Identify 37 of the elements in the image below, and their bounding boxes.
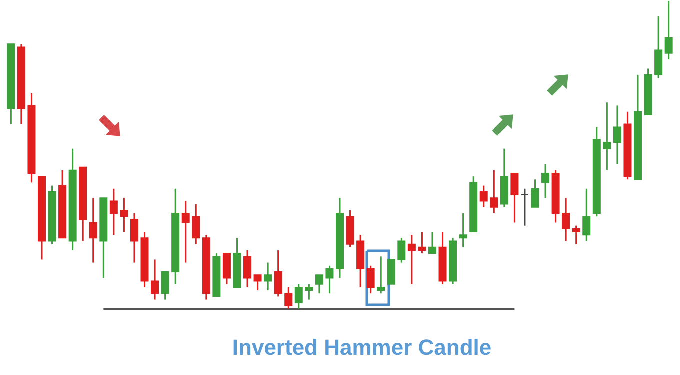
candlestick: [613, 104, 622, 165]
candlestick: [192, 204, 200, 246]
candlestick: [377, 256, 386, 294]
candlestick: [572, 225, 580, 246]
candlestick: [110, 188, 118, 236]
candlestick: [151, 258, 160, 301]
candlestick: [562, 197, 570, 242]
candlestick: [182, 200, 190, 264]
candlestick: [490, 170, 498, 214]
candlestick: [274, 250, 282, 298]
candlestick: [459, 212, 468, 248]
candlestick: [398, 237, 406, 264]
candlestick: [582, 188, 591, 242]
candlestick: [366, 265, 375, 294]
candlestick: [603, 102, 612, 172]
candlestick: [480, 185, 488, 208]
candlestick: [664, 0, 673, 60]
candlestick: [428, 231, 436, 254]
candlestick: [244, 250, 252, 288]
candlestick: [161, 271, 170, 301]
candlestick: [305, 284, 314, 301]
candlestick: [130, 212, 138, 264]
candlestick: [254, 274, 262, 292]
candlestick: [89, 197, 98, 264]
candlestick: [510, 172, 519, 224]
candlestick: [120, 197, 128, 233]
candlestick: [418, 231, 426, 254]
candlestick: [542, 163, 550, 199]
text: Inverted Hammer Candle: [232, 335, 492, 360]
candlestick: [264, 262, 272, 292]
candlestick: [294, 284, 303, 310]
candlestick: [408, 234, 416, 286]
candlestick: [326, 265, 334, 294]
candlestick: [520, 188, 529, 227]
candlestick: [315, 274, 324, 294]
candlestick: [531, 178, 540, 208]
candlestick: [284, 286, 293, 310]
